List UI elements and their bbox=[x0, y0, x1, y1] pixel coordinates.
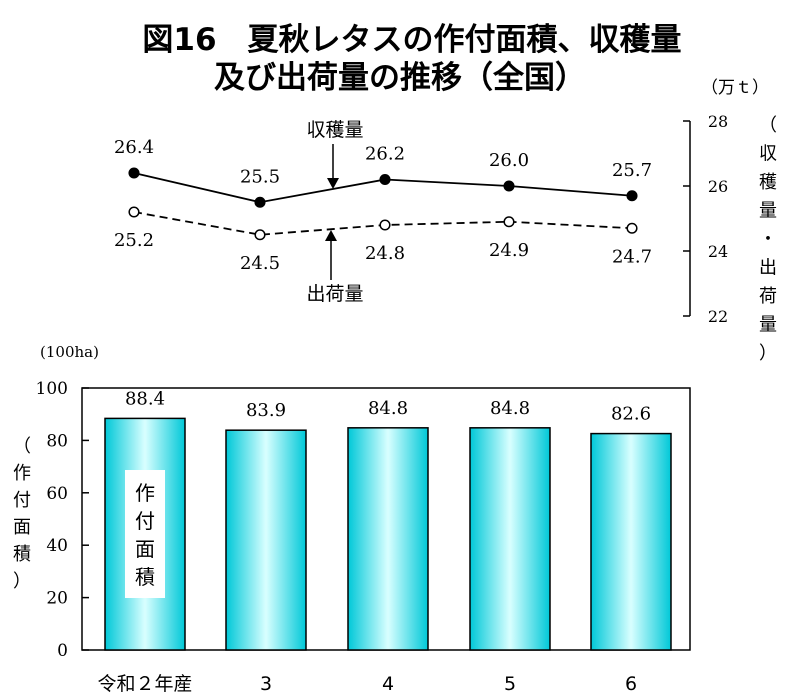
bar-value-label: 84.8 bbox=[368, 398, 408, 419]
bar-category-label: 令和２年産 bbox=[97, 673, 192, 695]
legend-arrowhead-shipment bbox=[325, 230, 337, 241]
bar-y-axis-label-char: （ bbox=[13, 436, 31, 457]
bar bbox=[590, 432, 672, 651]
line-y-tick-label: 24 bbox=[708, 242, 728, 261]
bar-value-label: 88.4 bbox=[125, 388, 165, 409]
bar-category-label: 6 bbox=[625, 673, 637, 695]
line-right-axis-label-char: 荷 bbox=[759, 286, 777, 307]
line-right-axis-label: （収穫量・出荷量） bbox=[759, 115, 777, 364]
bar-category-label: 5 bbox=[504, 673, 516, 695]
legend-label-harvest: 収穫量 bbox=[306, 119, 363, 141]
bar-value-label: 84.8 bbox=[490, 398, 530, 419]
bar-inside-label-char: 積 bbox=[135, 565, 155, 589]
series-1-data-label: 26.2 bbox=[365, 144, 405, 165]
series-2-point bbox=[379, 219, 391, 231]
bar-chart: 020406080100(100ha)（作付面積）88.4令和２年産83.938… bbox=[13, 343, 691, 695]
series-2-data-label: 24.5 bbox=[240, 253, 280, 274]
line-right-axis-label-char: 量 bbox=[759, 315, 777, 336]
series-1-point bbox=[254, 196, 266, 208]
series-2-data-label: 24.9 bbox=[489, 240, 529, 261]
series-2-point bbox=[626, 222, 638, 234]
series-1-point bbox=[503, 180, 515, 192]
bar-y-tick-label: 40 bbox=[46, 536, 68, 556]
bar-category-label: 3 bbox=[260, 673, 272, 695]
series-1-point bbox=[128, 167, 140, 179]
bar-y-axis-label-char: 付 bbox=[13, 490, 31, 511]
bar-y-tick-label: 100 bbox=[36, 379, 68, 399]
bar-category-label: 4 bbox=[382, 673, 394, 695]
legend-label-shipment: 出荷量 bbox=[306, 283, 363, 305]
bar-value-label: 82.6 bbox=[611, 404, 651, 425]
line-y-tick-label: 28 bbox=[708, 112, 728, 131]
line-y-tick-label: 26 bbox=[708, 177, 728, 196]
series-1-data-label: 25.5 bbox=[240, 166, 280, 187]
bar bbox=[225, 429, 307, 651]
bar-y-tick-label: 60 bbox=[46, 484, 68, 504]
line-right-axis-label-char: ） bbox=[759, 343, 777, 364]
series-1-point bbox=[626, 190, 638, 202]
bar-y-tick-label: 0 bbox=[57, 641, 68, 661]
bar-unit-label: (100ha) bbox=[40, 343, 99, 361]
bar-y-axis-label-char: ） bbox=[13, 571, 31, 592]
series-2-data-label: 24.8 bbox=[365, 243, 405, 264]
bar bbox=[347, 427, 429, 651]
bar-y-axis-label-char: 作 bbox=[13, 463, 31, 484]
chart-title-line-2: 及び出荷量の推移（全国） bbox=[214, 60, 586, 96]
bar bbox=[469, 427, 551, 651]
series-1-data-label: 26.4 bbox=[114, 137, 154, 158]
series-1-data-label: 25.7 bbox=[612, 160, 652, 181]
line-right-axis-label-char: 収 bbox=[759, 144, 777, 165]
series-2-data-label: 25.2 bbox=[114, 230, 154, 251]
bar-value-label: 83.9 bbox=[246, 400, 286, 421]
series-2-data-label: 24.7 bbox=[612, 246, 652, 267]
bar-y-tick-label: 80 bbox=[46, 431, 68, 451]
line-unit-label: （万ｔ） bbox=[701, 78, 769, 98]
series-1-data-label: 26.0 bbox=[489, 150, 529, 171]
bar-y-axis-label-char: 積 bbox=[13, 544, 31, 565]
bar-inside-label-box bbox=[125, 470, 165, 598]
series-2-point bbox=[503, 216, 515, 228]
line-right-axis-label-char: ・ bbox=[759, 229, 777, 250]
bar-y-tick-label: 20 bbox=[46, 589, 68, 609]
line-y-tick-label: 22 bbox=[708, 307, 728, 326]
series-2-point bbox=[128, 206, 140, 218]
chart-title-line-1: 図16 夏秋レタスの作付面積、収穫量 bbox=[142, 22, 681, 58]
bar-inside-label-char: 作 bbox=[135, 481, 155, 505]
line-right-axis-label-char: 穫 bbox=[759, 172, 777, 193]
bar-inside-label-char: 面 bbox=[135, 537, 155, 561]
line-right-axis-label-char: 出 bbox=[759, 258, 777, 279]
line-right-axis-label-char: 量 bbox=[759, 201, 777, 222]
series-2-point bbox=[254, 229, 266, 241]
series-1-point bbox=[379, 173, 391, 186]
legend-arrowhead-harvest bbox=[327, 178, 339, 189]
bar-y-axis-label: （ 作付面積 ） bbox=[13, 436, 31, 592]
bar-y-axis-label-char: 面 bbox=[13, 517, 31, 538]
line-right-axis-label-char: （ bbox=[759, 115, 777, 136]
bar-inside-label: 作付面積 bbox=[135, 481, 155, 589]
bar-inside-label-char: 付 bbox=[135, 509, 155, 533]
